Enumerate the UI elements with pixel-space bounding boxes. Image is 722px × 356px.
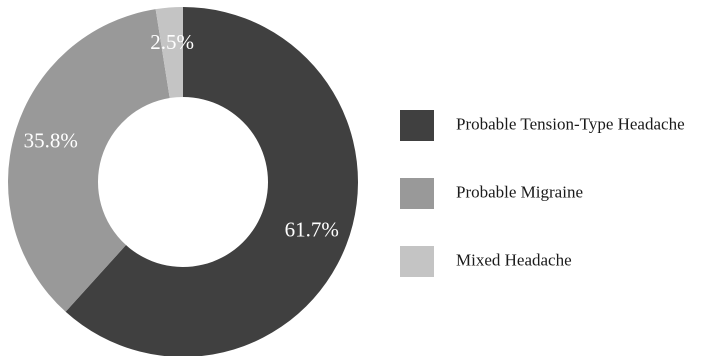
legend: Probable Tension-Type Headache Probable M… [400,110,685,277]
donut-slice [155,7,183,99]
slice-value-label: 2.5% [150,30,194,54]
legend-label: Mixed Headache [456,250,572,269]
slice-labels: 61.7% 35.8% 2.5% [24,30,339,241]
legend-item: Probable Migraine [400,178,583,209]
legend-swatch [400,178,434,209]
donut-slice [8,9,170,312]
slice-value-label: 61.7% [285,217,339,241]
legend-item: Mixed Headache [400,246,572,277]
legend-swatch [400,246,434,277]
slice-value-label: 35.8% [24,128,78,152]
legend-label: Probable Tension-Type Headache [456,114,685,133]
legend-item: Probable Tension-Type Headache [400,110,685,141]
donut-slice [65,7,358,356]
legend-label: Probable Migraine [456,182,583,201]
legend-swatch [400,110,434,141]
donut-slices [8,7,358,356]
